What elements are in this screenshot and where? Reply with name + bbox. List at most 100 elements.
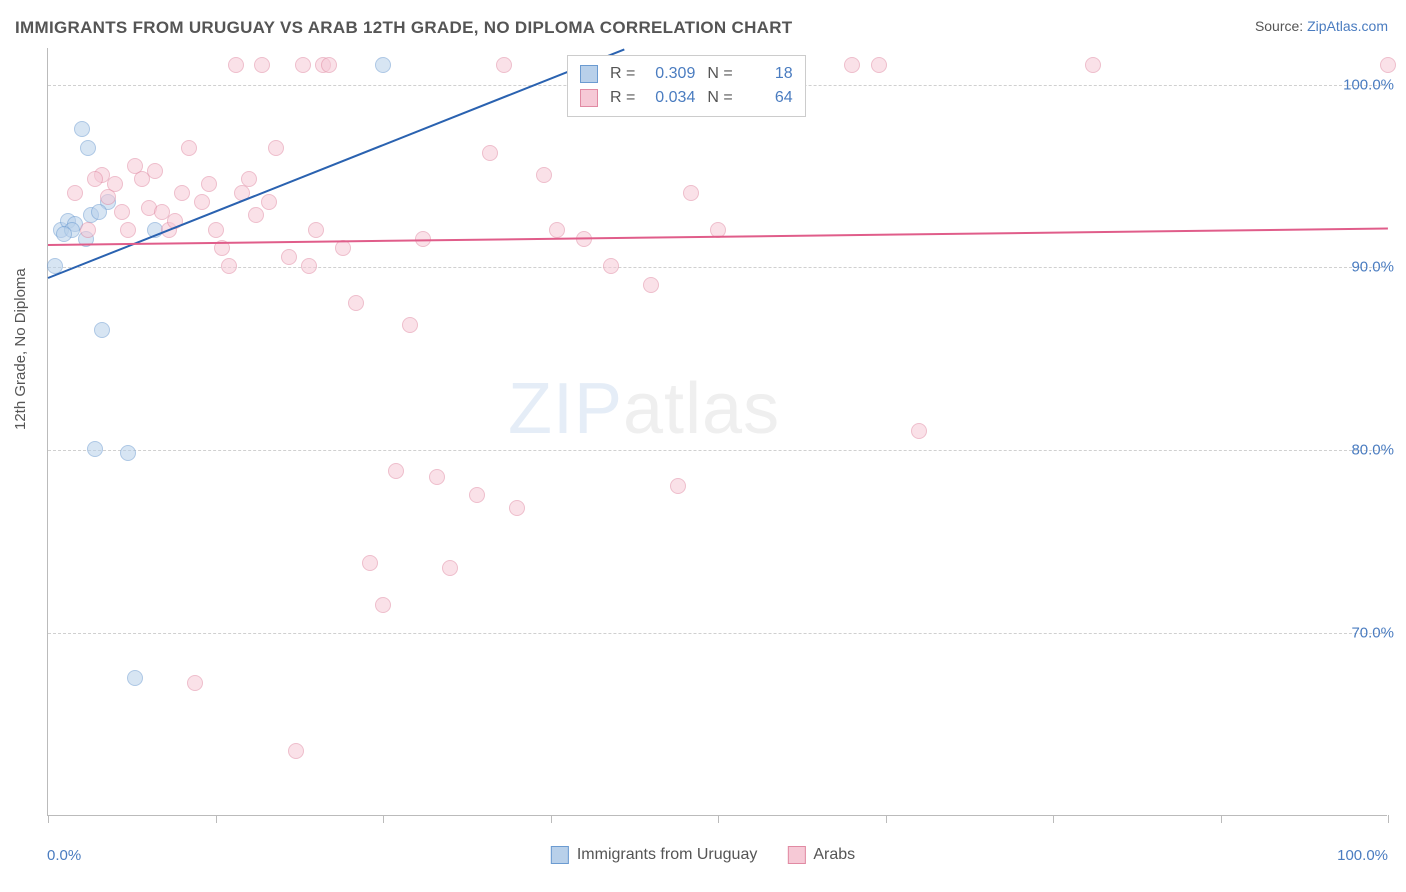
n-label: N = — [707, 62, 732, 86]
data-point-arabs — [114, 204, 130, 220]
data-point-arabs — [288, 743, 304, 759]
x-axis-max-label: 100.0% — [1337, 847, 1388, 864]
chart-title: IMMIGRANTS FROM URUGUAY VS ARAB 12TH GRA… — [15, 18, 793, 38]
data-point-arabs — [100, 189, 116, 205]
data-point-arabs — [261, 194, 277, 210]
data-point-arabs — [643, 277, 659, 293]
series-legend: Immigrants from Uruguay Arabs — [551, 846, 855, 864]
legend-item-arabs: Arabs — [787, 846, 855, 864]
data-point-arabs — [241, 171, 257, 187]
data-point-uruguay — [56, 226, 72, 242]
data-point-arabs — [375, 597, 391, 613]
data-point-arabs — [120, 222, 136, 238]
data-point-uruguay — [91, 204, 107, 220]
data-point-arabs — [388, 463, 404, 479]
n-value-arabs: 64 — [745, 86, 793, 110]
watermark: ZIPatlas — [508, 368, 780, 450]
correlation-row-arabs: R = 0.034 N = 64 — [580, 86, 793, 110]
data-point-uruguay — [87, 441, 103, 457]
legend-swatch-arabs — [787, 846, 805, 864]
legend-swatch-uruguay — [551, 846, 569, 864]
x-tick — [383, 815, 384, 823]
n-label: N = — [707, 86, 732, 110]
data-point-arabs — [281, 249, 297, 265]
x-tick — [1221, 815, 1222, 823]
data-point-arabs — [80, 222, 96, 238]
chart-container: IMMIGRANTS FROM URUGUAY VS ARAB 12TH GRA… — [0, 0, 1406, 892]
data-point-arabs — [871, 57, 887, 73]
data-point-arabs — [683, 185, 699, 201]
x-tick — [1388, 815, 1389, 823]
x-tick — [216, 815, 217, 823]
watermark-atlas: atlas — [623, 369, 780, 449]
data-point-arabs — [181, 140, 197, 156]
data-point-arabs — [348, 295, 364, 311]
correlation-swatch-arabs — [580, 89, 598, 107]
y-axis-label: 12th Grade, No Diploma — [12, 268, 29, 430]
x-axis-min-label: 0.0% — [47, 847, 81, 864]
data-point-uruguay — [80, 140, 96, 156]
data-point-arabs — [295, 57, 311, 73]
legend-item-uruguay: Immigrants from Uruguay — [551, 846, 758, 864]
data-point-arabs — [482, 145, 498, 161]
x-tick — [1053, 815, 1054, 823]
data-point-arabs — [1085, 57, 1101, 73]
data-point-arabs — [194, 194, 210, 210]
data-point-arabs — [221, 258, 237, 274]
data-point-arabs — [603, 258, 619, 274]
data-point-arabs — [254, 57, 270, 73]
n-value-uruguay: 18 — [745, 62, 793, 86]
data-point-arabs — [321, 57, 337, 73]
y-tick-label: 90.0% — [1351, 259, 1394, 276]
r-value-uruguay: 0.309 — [647, 62, 695, 86]
data-point-arabs — [248, 207, 264, 223]
data-point-arabs — [536, 167, 552, 183]
x-tick — [718, 815, 719, 823]
data-point-arabs — [308, 222, 324, 238]
data-point-arabs — [335, 240, 351, 256]
gridline — [48, 450, 1387, 451]
data-point-arabs — [496, 57, 512, 73]
y-tick-label: 80.0% — [1351, 442, 1394, 459]
x-tick — [886, 815, 887, 823]
data-point-arabs — [1380, 57, 1396, 73]
data-point-arabs — [301, 258, 317, 274]
data-point-arabs — [911, 423, 927, 439]
y-tick-label: 100.0% — [1343, 76, 1394, 93]
data-point-arabs — [469, 487, 485, 503]
watermark-zip: ZIP — [508, 369, 623, 449]
data-point-arabs — [509, 500, 525, 516]
data-point-arabs — [87, 171, 103, 187]
data-point-arabs — [127, 158, 143, 174]
data-point-arabs — [208, 222, 224, 238]
data-point-arabs — [549, 222, 565, 238]
data-point-arabs — [844, 57, 860, 73]
data-point-arabs — [268, 140, 284, 156]
data-point-arabs — [187, 675, 203, 691]
data-point-uruguay — [94, 322, 110, 338]
gridline — [48, 267, 1387, 268]
x-tick — [551, 815, 552, 823]
data-point-arabs — [174, 185, 190, 201]
x-tick — [48, 815, 49, 823]
data-point-uruguay — [74, 121, 90, 137]
plot-area: ZIPatlas — [47, 48, 1387, 816]
source-attribution: Source: ZipAtlas.com — [1255, 18, 1388, 34]
correlation-legend: R = 0.309 N = 18 R = 0.034 N = 64 — [567, 55, 806, 117]
data-point-arabs — [228, 57, 244, 73]
data-point-arabs — [442, 560, 458, 576]
data-point-arabs — [201, 176, 217, 192]
data-point-uruguay — [127, 670, 143, 686]
gridline — [48, 633, 1387, 634]
data-point-uruguay — [375, 57, 391, 73]
data-point-uruguay — [120, 445, 136, 461]
data-point-arabs — [670, 478, 686, 494]
correlation-row-uruguay: R = 0.309 N = 18 — [580, 62, 793, 86]
r-value-arabs: 0.034 — [647, 86, 695, 110]
r-label: R = — [610, 62, 635, 86]
legend-label-arabs: Arabs — [813, 846, 855, 864]
correlation-swatch-uruguay — [580, 65, 598, 83]
source-label: Source: — [1255, 18, 1307, 34]
data-point-arabs — [402, 317, 418, 333]
source-link[interactable]: ZipAtlas.com — [1307, 18, 1388, 34]
